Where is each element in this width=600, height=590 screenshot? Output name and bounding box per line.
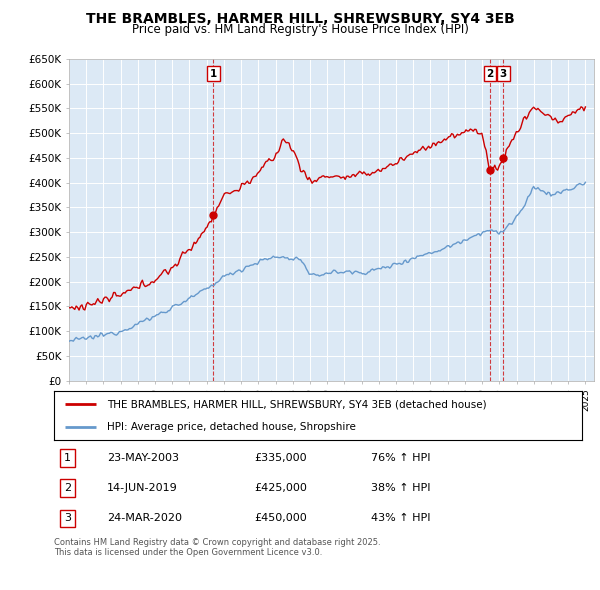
Text: 3: 3 — [64, 513, 71, 523]
Text: 43% ↑ HPI: 43% ↑ HPI — [371, 513, 430, 523]
Text: 1: 1 — [210, 69, 217, 79]
Text: 24-MAR-2020: 24-MAR-2020 — [107, 513, 182, 523]
Text: £425,000: £425,000 — [254, 483, 308, 493]
Text: Price paid vs. HM Land Registry's House Price Index (HPI): Price paid vs. HM Land Registry's House … — [131, 23, 469, 36]
Text: 38% ↑ HPI: 38% ↑ HPI — [371, 483, 430, 493]
Text: 2: 2 — [487, 69, 494, 79]
Text: 76% ↑ HPI: 76% ↑ HPI — [371, 453, 430, 463]
Text: 1: 1 — [64, 453, 71, 463]
Text: 2: 2 — [64, 483, 71, 493]
Text: Contains HM Land Registry data © Crown copyright and database right 2025.
This d: Contains HM Land Registry data © Crown c… — [54, 538, 380, 558]
Text: THE BRAMBLES, HARMER HILL, SHREWSBURY, SY4 3EB: THE BRAMBLES, HARMER HILL, SHREWSBURY, S… — [86, 12, 514, 26]
Text: 14-JUN-2019: 14-JUN-2019 — [107, 483, 178, 493]
Text: £450,000: £450,000 — [254, 513, 307, 523]
Text: THE BRAMBLES, HARMER HILL, SHREWSBURY, SY4 3EB (detached house): THE BRAMBLES, HARMER HILL, SHREWSBURY, S… — [107, 399, 487, 409]
Text: HPI: Average price, detached house, Shropshire: HPI: Average price, detached house, Shro… — [107, 422, 356, 432]
Text: 3: 3 — [500, 69, 507, 79]
Text: 23-MAY-2003: 23-MAY-2003 — [107, 453, 179, 463]
Text: £335,000: £335,000 — [254, 453, 307, 463]
